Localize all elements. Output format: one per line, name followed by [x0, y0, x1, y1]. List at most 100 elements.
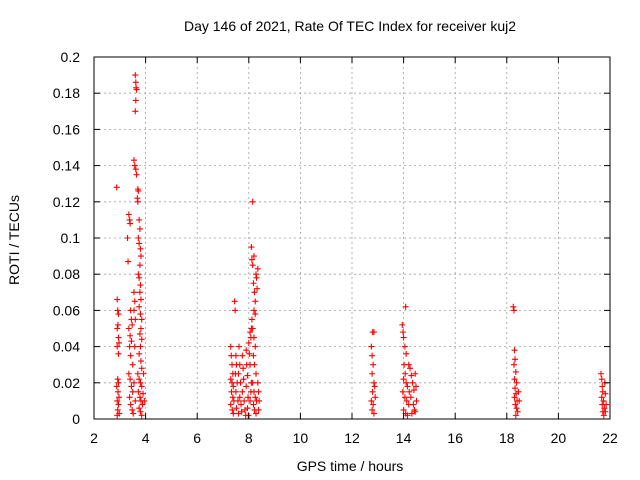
- data-point: [251, 361, 258, 368]
- data-point: [412, 370, 419, 377]
- data-point: [114, 406, 121, 413]
- data-point: [114, 307, 121, 314]
- data-point: [115, 334, 122, 341]
- data-point: [246, 350, 253, 357]
- y-tick-label: 0.1: [61, 230, 81, 246]
- data-point: [137, 245, 144, 252]
- data-point: [371, 383, 378, 390]
- data-point: [254, 285, 261, 292]
- data-point: [132, 79, 139, 86]
- data-point: [513, 379, 520, 386]
- data-point: [403, 350, 410, 357]
- data-point: [130, 157, 137, 164]
- data-point: [252, 394, 259, 401]
- data-point: [129, 388, 136, 395]
- data-point: [598, 376, 605, 383]
- data-point: [512, 401, 519, 408]
- x-tick-label: 12: [344, 430, 360, 446]
- data-point: [370, 361, 377, 368]
- data-point: [514, 408, 521, 415]
- data-point: [232, 352, 239, 359]
- data-point: [244, 372, 251, 379]
- data-point: [248, 316, 255, 323]
- data-point: [372, 394, 379, 401]
- data-point: [116, 394, 123, 401]
- data-point: [114, 397, 121, 404]
- data-point: [511, 307, 518, 314]
- data-point: [138, 316, 145, 323]
- data-point: [127, 401, 134, 408]
- data-point: [400, 334, 407, 341]
- data-point: [600, 412, 607, 419]
- data-point: [408, 410, 415, 417]
- data-point: [137, 253, 144, 260]
- data-point: [252, 343, 259, 350]
- data-point: [407, 365, 414, 372]
- data-point: [114, 321, 121, 328]
- data-point: [403, 379, 410, 386]
- data-point: [127, 352, 134, 359]
- data-point: [370, 401, 377, 408]
- data-point: [409, 379, 416, 386]
- data-point: [124, 235, 131, 241]
- data-point: [114, 388, 121, 395]
- data-point: [141, 397, 148, 404]
- data-point: [248, 244, 255, 251]
- data-point: [133, 86, 140, 93]
- data-point: [250, 307, 257, 314]
- data-point: [115, 311, 122, 318]
- data-point: [510, 303, 517, 310]
- data-point: [114, 325, 121, 332]
- data-point: [249, 262, 256, 269]
- data-point: [114, 376, 121, 383]
- y-tick-label: 0.08: [53, 266, 80, 282]
- data-point: [253, 274, 260, 281]
- data-point: [255, 406, 262, 413]
- data-point: [255, 388, 262, 395]
- data-point: [137, 311, 144, 318]
- data-point: [238, 401, 245, 408]
- data-point: [113, 184, 120, 191]
- data-point: [240, 365, 247, 372]
- y-tick-label: 0: [72, 411, 80, 427]
- data-point: [131, 343, 138, 350]
- data-point: [137, 343, 144, 350]
- data-point: [602, 390, 609, 397]
- data-point: [136, 225, 143, 232]
- data-point: [125, 258, 132, 265]
- data-point: [243, 383, 250, 390]
- data-point: [227, 376, 234, 383]
- data-point: [239, 352, 246, 359]
- data-point: [230, 383, 237, 390]
- data-point: [399, 321, 406, 328]
- y-tick-labels: 0 0.02 0.04 0.06 0.08 0.1 0.12 0.14 0.16 0.18 0.2: [53, 49, 80, 427]
- data-point: [597, 370, 604, 377]
- data-point: [513, 405, 520, 412]
- data-point: [407, 394, 414, 401]
- data-point: [512, 368, 519, 375]
- x-tick-label: 4: [142, 430, 150, 446]
- data-point: [244, 405, 251, 412]
- data-point: [136, 262, 143, 269]
- data-point: [250, 280, 257, 287]
- data-point: [404, 412, 411, 419]
- data-point: [369, 352, 376, 359]
- data-point: [253, 410, 260, 417]
- data-point: [405, 361, 412, 368]
- data-point: [251, 289, 258, 296]
- data-point: [135, 271, 142, 278]
- data-point: [599, 383, 606, 390]
- data-point: [515, 388, 522, 395]
- data-point: [127, 332, 134, 339]
- data-point: [137, 325, 144, 332]
- data-point: [239, 388, 246, 395]
- data-point: [249, 198, 256, 205]
- data-point: [404, 383, 411, 390]
- data-point: [229, 394, 236, 401]
- data-point: [137, 379, 144, 386]
- data-point: [132, 316, 139, 323]
- data-point: [250, 334, 257, 341]
- data-point: [135, 187, 142, 194]
- data-point: [237, 379, 244, 386]
